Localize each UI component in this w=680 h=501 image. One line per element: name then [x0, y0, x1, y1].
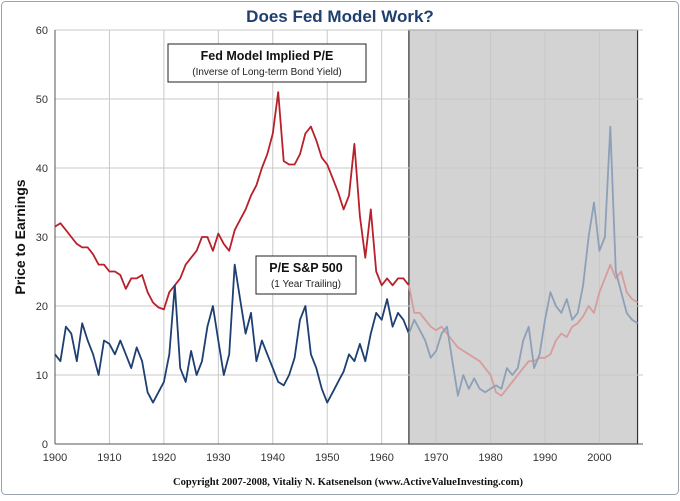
x-tick-label: 1910: [97, 452, 121, 464]
x-tick-label: 1900: [43, 452, 67, 464]
annotation-sp500-box: [255, 255, 357, 295]
series-line-shaded: [408, 125, 639, 397]
series-line: [54, 263, 410, 404]
annotation-fed-model-subtitle: (Inverse of Long-term Bond Yield): [192, 67, 342, 78]
annotation-fed-model-title: Fed Model Implied P/E: [201, 49, 334, 63]
series-1: [54, 125, 639, 404]
series-line: [54, 91, 410, 311]
x-tick-label: 1940: [261, 452, 285, 464]
copyright-credit: Copyright 2007-2008, Vitaliy N. Katsenel…: [173, 477, 523, 488]
y-tick-label: 10: [36, 370, 48, 382]
x-tick-label: 1960: [369, 452, 393, 464]
annotation-sp500-title: P/E S&P 500: [269, 261, 342, 275]
y-tick-label: 0: [42, 439, 48, 451]
annotation-sp500-subtitle: (1 Year Trailing): [271, 279, 341, 290]
y-tick-label: 30: [36, 232, 48, 244]
y-tick-label: 60: [36, 25, 48, 37]
x-tick-label: 1970: [424, 452, 448, 464]
annotation-sp500: P/E S&P 500 (1 Year Trailing): [255, 255, 357, 295]
x-tick-label: 1950: [315, 452, 339, 464]
y-tick-label: 40: [36, 163, 48, 175]
series-line-shaded: [408, 263, 639, 397]
x-tick-label: 1980: [478, 452, 502, 464]
annotation-fed-model: Fed Model Implied P/E (Inverse of Long-t…: [167, 43, 367, 83]
x-tick-label: 1930: [206, 452, 230, 464]
y-tick-label: 50: [36, 94, 48, 106]
annotation-fed-model-box: [167, 43, 367, 83]
y-axis-label: Price to Earnings: [12, 179, 28, 294]
chart-title: Does Fed Model Work?: [246, 7, 434, 26]
x-tick-label: 2000: [587, 452, 611, 464]
y-tick-label: 20: [36, 301, 48, 313]
x-tick-label: 1990: [533, 452, 557, 464]
x-tick-label: 1920: [152, 452, 176, 464]
series-0: [54, 91, 639, 397]
